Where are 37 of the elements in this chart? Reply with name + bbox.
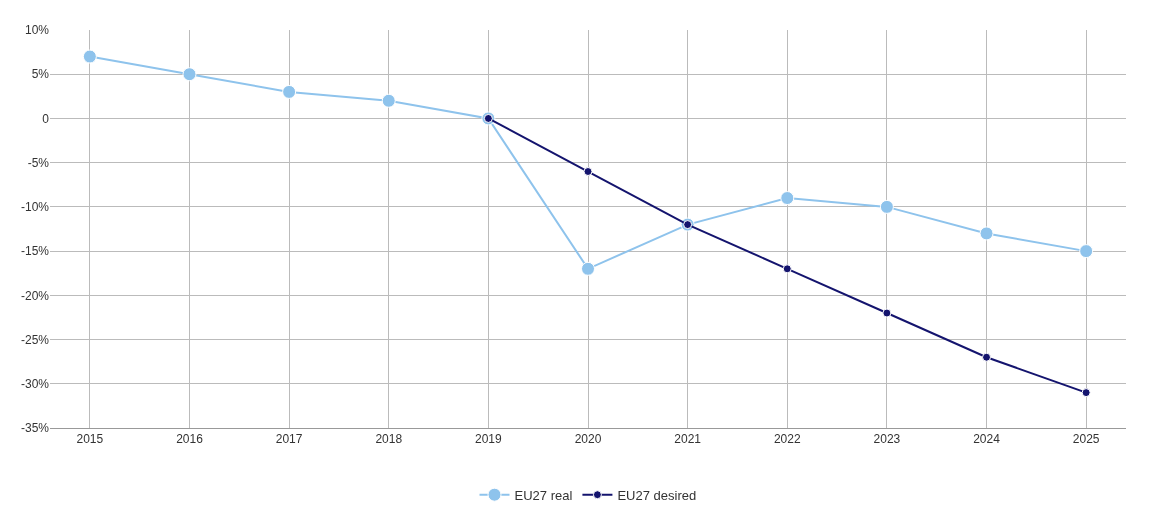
point: [182, 67, 197, 82]
x-tick-label: 2025: [1072, 432, 1100, 447]
point: [583, 167, 593, 177]
legend-label: EU27 real: [514, 487, 573, 503]
y-tick-label: 10%: [24, 23, 50, 38]
point: [979, 226, 994, 241]
x-tick-label: 2020: [574, 432, 602, 447]
y-tick-label: -20%: [20, 288, 50, 303]
y-tick-label: 0: [42, 111, 50, 126]
x-tick-label: 2017: [275, 432, 303, 447]
x-tick-label: 2023: [873, 432, 901, 447]
point: [1081, 388, 1091, 398]
point: [780, 191, 795, 206]
x-tick-label: 2015: [76, 432, 104, 447]
point: [381, 93, 396, 108]
point: [782, 264, 792, 274]
x-tick-label: 2018: [375, 432, 403, 447]
y-tick-label: -5%: [27, 155, 50, 170]
point: [82, 49, 97, 64]
x-tick-label: 2021: [674, 432, 702, 447]
x-tick-label: 2019: [475, 432, 503, 447]
point: [1079, 244, 1094, 259]
point: [982, 352, 992, 362]
x-tick-label: 2022: [773, 432, 801, 447]
point: [282, 84, 297, 99]
point: [882, 308, 892, 318]
y-tick-label: -25%: [20, 332, 50, 347]
x-tick-label: 2016: [176, 432, 204, 447]
y-tick-label: 5%: [31, 67, 50, 82]
legend-label: EU27 desired: [617, 487, 697, 503]
point: [581, 261, 595, 276]
y-tick-label: -35%: [20, 421, 50, 436]
point: [879, 199, 894, 214]
y-tick-label: -30%: [20, 376, 50, 391]
y-tick-label: -15%: [20, 244, 50, 259]
y-tick-label: -10%: [20, 200, 50, 215]
x-tick-label: 2024: [973, 432, 1001, 447]
